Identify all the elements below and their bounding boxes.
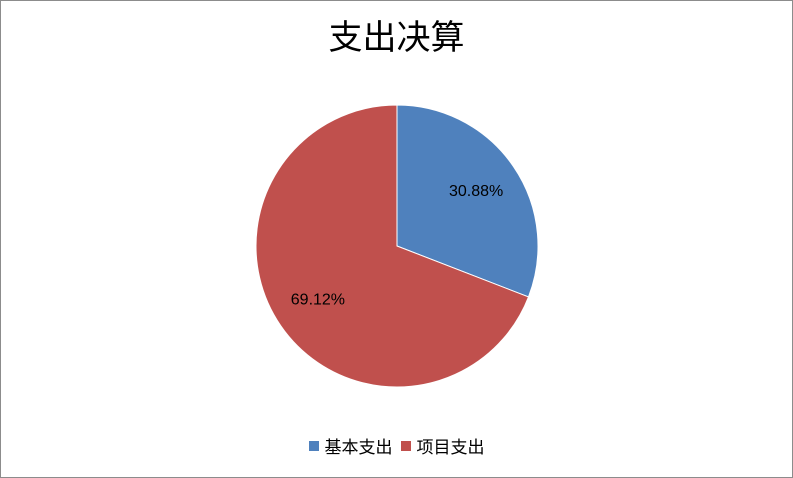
data-label-project: 69.12% [291, 291, 345, 308]
pie-slice-basic [396, 104, 539, 298]
chart-title: 支出决算 [328, 18, 465, 58]
legend-item-project: 项目支出 [400, 433, 485, 458]
pie-slice-project [255, 104, 530, 388]
legend-label-basic: 基本支出 [324, 438, 393, 458]
legend-swatch-basic [308, 440, 319, 451]
data-label-basic: 30.88% [449, 183, 503, 200]
legend: 基本支出 项目支出 [1, 433, 792, 458]
legend-item-basic: 基本支出 [308, 433, 393, 458]
legend-swatch-project [400, 440, 411, 451]
legend-label-project: 项目支出 [416, 438, 485, 458]
